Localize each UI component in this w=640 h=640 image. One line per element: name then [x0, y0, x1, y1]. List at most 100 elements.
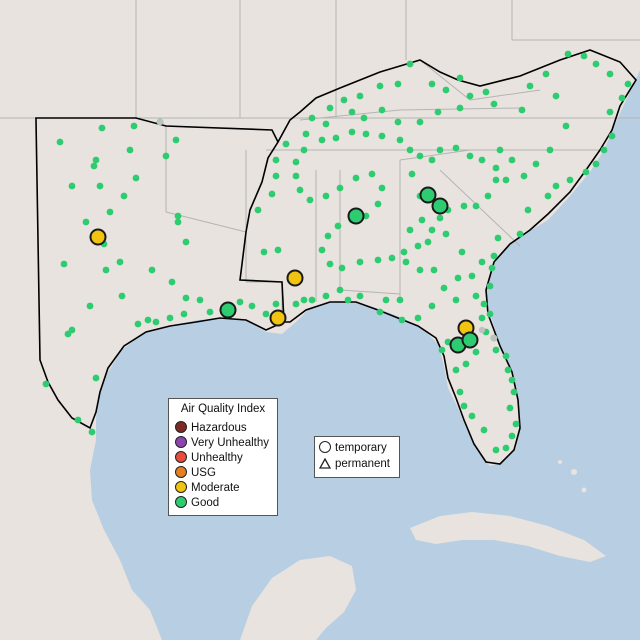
good-site-dot[interactable] — [462, 360, 470, 368]
good-site-dot[interactable] — [344, 296, 352, 304]
good-site-dot[interactable] — [428, 156, 436, 164]
good-site-dot[interactable] — [374, 200, 382, 208]
good-site-dot[interactable] — [510, 388, 518, 396]
good-site-dot[interactable] — [378, 132, 386, 140]
good-site-dot[interactable] — [324, 232, 332, 240]
no-data-site-dot[interactable] — [156, 118, 164, 126]
good-site-dot[interactable] — [56, 138, 64, 146]
good-site-dot[interactable] — [484, 192, 492, 200]
good-site-dot[interactable] — [376, 82, 384, 90]
good-site-dot[interactable] — [508, 376, 516, 384]
good-site-dot[interactable] — [518, 106, 526, 114]
good-site-dot[interactable] — [592, 60, 600, 68]
good-site-dot[interactable] — [308, 296, 316, 304]
good-site-dot[interactable] — [180, 310, 188, 318]
good-site-dot[interactable] — [402, 258, 410, 266]
good-site-dot[interactable] — [174, 218, 182, 226]
good-site-dot[interactable] — [318, 136, 326, 144]
good-site-dot[interactable] — [468, 272, 476, 280]
good-site-dot[interactable] — [74, 416, 82, 424]
good-site-dot[interactable] — [376, 308, 384, 316]
good-site-dot[interactable] — [60, 260, 68, 268]
good-site-dot[interactable] — [306, 196, 314, 204]
good-monitor[interactable] — [419, 186, 437, 204]
good-site-dot[interactable] — [416, 118, 424, 126]
good-site-dot[interactable] — [544, 192, 552, 200]
good-site-dot[interactable] — [254, 206, 262, 214]
good-site-dot[interactable] — [456, 388, 464, 396]
good-site-dot[interactable] — [268, 190, 276, 198]
good-site-dot[interactable] — [456, 74, 464, 82]
good-site-dot[interactable] — [300, 146, 308, 154]
good-site-dot[interactable] — [600, 146, 608, 154]
good-site-dot[interactable] — [118, 292, 126, 300]
good-site-dot[interactable] — [490, 252, 498, 260]
good-site-dot[interactable] — [82, 218, 90, 226]
good-site-dot[interactable] — [520, 172, 528, 180]
good-site-dot[interactable] — [400, 248, 408, 256]
good-site-dot[interactable] — [458, 248, 466, 256]
good-site-dot[interactable] — [592, 160, 600, 168]
good-site-dot[interactable] — [336, 286, 344, 294]
good-site-dot[interactable] — [552, 182, 560, 190]
good-site-dot[interactable] — [582, 168, 590, 176]
good-site-dot[interactable] — [248, 302, 256, 310]
good-site-dot[interactable] — [206, 308, 214, 316]
good-site-dot[interactable] — [98, 124, 106, 132]
good-site-dot[interactable] — [102, 266, 110, 274]
good-site-dot[interactable] — [318, 246, 326, 254]
good-site-dot[interactable] — [120, 192, 128, 200]
good-site-dot[interactable] — [374, 256, 382, 264]
good-site-dot[interactable] — [96, 182, 104, 190]
good-site-dot[interactable] — [130, 122, 138, 130]
good-site-dot[interactable] — [624, 80, 632, 88]
good-site-dot[interactable] — [406, 226, 414, 234]
good-site-dot[interactable] — [336, 184, 344, 192]
good-site-dot[interactable] — [340, 96, 348, 104]
good-site-dot[interactable] — [436, 214, 444, 222]
good-site-dot[interactable] — [302, 130, 310, 138]
good-site-dot[interactable] — [308, 114, 316, 122]
good-site-dot[interactable] — [608, 132, 616, 140]
no-data-site-dot[interactable] — [490, 334, 498, 342]
good-site-dot[interactable] — [416, 152, 424, 160]
good-site-dot[interactable] — [486, 282, 494, 290]
good-site-dot[interactable] — [300, 296, 308, 304]
good-site-dot[interactable] — [260, 248, 268, 256]
good-site-dot[interactable] — [480, 300, 488, 308]
good-site-dot[interactable] — [502, 352, 510, 360]
good-site-dot[interactable] — [42, 380, 50, 388]
good-site-dot[interactable] — [434, 108, 442, 116]
good-site-dot[interactable] — [424, 238, 432, 246]
good-site-dot[interactable] — [508, 156, 516, 164]
good-site-dot[interactable] — [430, 266, 438, 274]
no-data-site-dot[interactable] — [478, 326, 486, 334]
good-site-dot[interactable] — [488, 264, 496, 272]
good-site-dot[interactable] — [182, 238, 190, 246]
good-site-dot[interactable] — [388, 254, 396, 262]
good-site-dot[interactable] — [468, 412, 476, 420]
good-site-dot[interactable] — [90, 162, 98, 170]
good-site-dot[interactable] — [428, 302, 436, 310]
good-site-dot[interactable] — [396, 136, 404, 144]
moderate-monitor[interactable] — [269, 309, 287, 327]
good-site-dot[interactable] — [332, 134, 340, 142]
good-site-dot[interactable] — [566, 176, 574, 184]
good-site-dot[interactable] — [414, 242, 422, 250]
good-site-dot[interactable] — [68, 182, 76, 190]
good-monitor[interactable] — [347, 207, 365, 225]
good-site-dot[interactable] — [564, 50, 572, 58]
good-site-dot[interactable] — [166, 314, 174, 322]
good-site-dot[interactable] — [618, 94, 626, 102]
good-site-dot[interactable] — [172, 136, 180, 144]
good-site-dot[interactable] — [480, 426, 488, 434]
good-site-dot[interactable] — [272, 172, 280, 180]
good-site-dot[interactable] — [86, 302, 94, 310]
good-site-dot[interactable] — [394, 80, 402, 88]
good-site-dot[interactable] — [482, 88, 490, 96]
good-site-dot[interactable] — [456, 104, 464, 112]
good-site-dot[interactable] — [508, 432, 516, 440]
good-site-dot[interactable] — [182, 294, 190, 302]
good-site-dot[interactable] — [282, 140, 290, 148]
good-site-dot[interactable] — [442, 86, 450, 94]
